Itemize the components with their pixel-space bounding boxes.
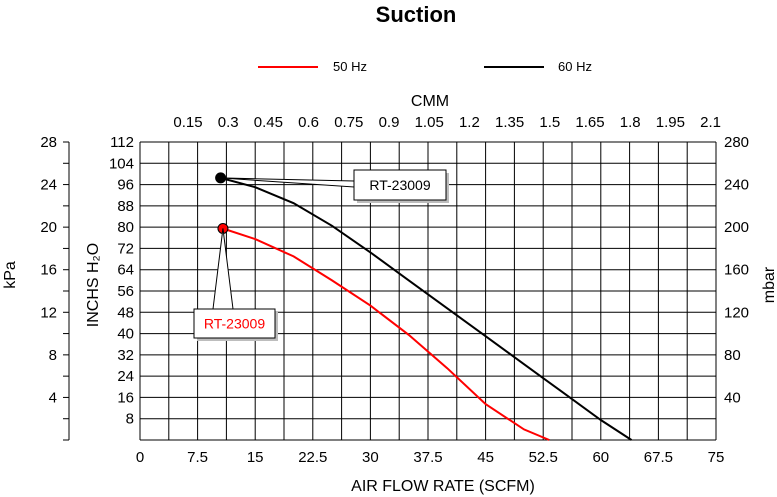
kpa-tick-label: 4 [49,389,57,406]
x-tick-label: 60 [592,449,609,466]
x2-tick-label: 0.3 [218,114,239,131]
x2-tick-label: 1.2 [459,114,480,131]
kpa-tick-label: 12 [40,304,57,321]
x2-tick-label: 1.95 [656,114,685,131]
x2-tick-label: 0.6 [298,114,319,131]
y-tick-label: 88 [117,198,134,215]
x-tick-label: 15 [247,449,264,466]
callout-label: RT-23009 [369,177,430,193]
x2-tick-label: 1.8 [620,114,641,131]
callout-pointer [212,228,234,310]
y-tick-label: 72 [117,240,134,257]
y-tick-label: 8 [126,411,134,428]
x2-tick-label: 2.1 [700,114,721,131]
x2-tick-label: 1.65 [575,114,604,131]
kpa-tick-label: 16 [40,262,57,279]
series-line [222,227,550,441]
mbar-tick-label: 240 [724,177,749,194]
callouts: RT-23009 RT-23009 [193,169,449,341]
kpa-tick-label: 24 [40,177,57,194]
series-layer [215,172,633,441]
x-tick-label: 45 [477,449,494,466]
y-tick-label: 96 [117,177,134,194]
x-tick-label: 67.5 [644,449,673,466]
y-tick-label: 104 [109,155,134,172]
x2-tick-label: 1.5 [539,114,560,131]
x2-tick-label: 0.75 [334,114,363,131]
x2-tick-label: 1.35 [495,114,524,131]
legend-label: 60 Hz [558,59,592,74]
x2-tick-label: 0.15 [173,114,202,131]
y-tick-label: 48 [117,304,134,321]
x-tick-label: 0 [136,449,144,466]
callout-box [353,169,447,201]
y-tick-label: 112 [110,134,134,151]
mbar-axis-label: mbar [761,266,777,303]
chart-title: Suction [376,2,457,27]
x-tick-label: 52.5 [529,449,558,466]
x2-tick-label: 0.9 [379,114,400,131]
y-tick-label: 56 [117,283,134,300]
mbar-tick-label: 200 [724,219,749,236]
x-tick-label: 30 [362,449,379,466]
y-tick-label: 32 [117,347,134,364]
callout-box [193,308,276,339]
x-axis-label: AIR FLOW RATE (SCFM) [351,478,535,495]
legend: 50 Hz 60 Hz [258,59,592,74]
y-tick-label: 24 [117,368,134,385]
kpa-axis-label: kPa [2,261,19,289]
series-line [220,176,633,441]
mbar-tick-label: 40 [724,389,741,406]
mbar-tick-label: 160 [724,262,749,279]
callout-label: RT-23009 [204,316,265,332]
y-tick-label: 40 [117,326,134,343]
y-tick-label: 80 [117,219,134,236]
y-tick-label: 64 [117,262,134,279]
x2-tick-label: 1.05 [415,114,444,131]
legend-label: 50 Hz [333,59,367,74]
mbar-tick-label: 80 [724,347,741,364]
x-tick-label: 7.5 [187,449,208,466]
y-tick-label: 16 [117,389,134,406]
tick-labels: 0 7.5 15 22.5 30 37.5 45 52.5 60 67.5 75 0.15 0.3 0.4… [40,114,749,466]
kpa-tick-label: 20 [40,219,57,236]
y-axis-label: INCHS H₂O [85,243,102,327]
x-tick-label: 75 [708,449,725,466]
mbar-tick-label: 280 [724,134,749,151]
kpa-tick-label: 8 [49,347,57,364]
kpa-tick-label: 28 [40,134,57,151]
x2-axis-label: CMM [411,93,449,110]
x2-tick-label: 0.45 [254,114,283,131]
x-tick-label: 22.5 [298,449,327,466]
mbar-tick-label: 120 [724,304,749,321]
x-tick-label: 37.5 [413,449,442,466]
